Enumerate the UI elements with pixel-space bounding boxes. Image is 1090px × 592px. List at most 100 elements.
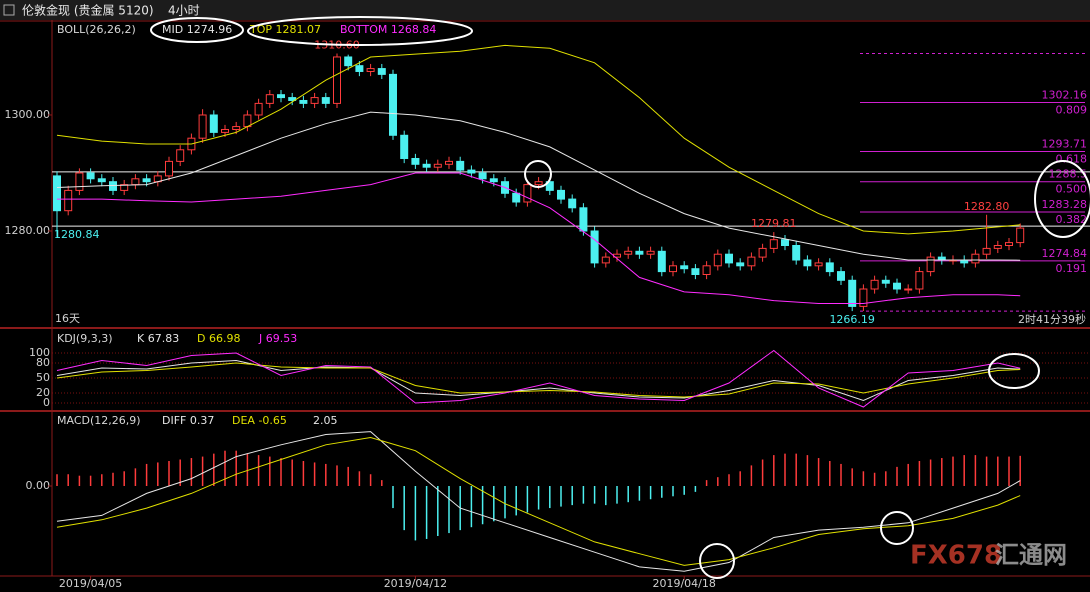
candle-body: [781, 239, 789, 247]
legend-entry: D 66.98: [197, 332, 240, 345]
indicator-line: [56, 44, 1021, 235]
left-note: 16天: [55, 312, 80, 325]
header-icon: [3, 4, 15, 16]
y-tick-label: 0.00: [26, 479, 51, 492]
candle-body: [568, 198, 577, 209]
fib-price: 1293.71: [1042, 137, 1088, 150]
indicator-line: [56, 111, 1021, 261]
period[interactable]: 4小时: [168, 4, 200, 18]
legend-entry: K 67.83: [137, 332, 179, 345]
annotations: [150, 16, 1090, 579]
candle-body: [579, 207, 588, 232]
candle-body: [232, 126, 241, 130]
legend-entry: DIFF 0.37: [162, 414, 214, 427]
y-tick-label: 20: [36, 386, 50, 399]
candle-body: [456, 160, 465, 171]
fib-price: 1288.5: [1049, 168, 1088, 181]
extreme-label: 1282.80: [964, 200, 1010, 213]
candle-body: [545, 181, 554, 191]
fib-price: 1302.16: [1042, 88, 1088, 101]
candle-body: [680, 265, 689, 270]
candle-body: [467, 169, 476, 174]
candle-body: [848, 279, 857, 307]
candle-body: [803, 259, 812, 267]
candle-body: [736, 262, 745, 267]
candle-body: [400, 134, 409, 159]
indicator-line: [57, 172, 1021, 304]
legend-entry: 2.05: [313, 414, 338, 427]
candle-body: [1005, 242, 1013, 247]
x-tick-label: 2019/04/05: [59, 577, 122, 590]
y-tick-label: 50: [36, 371, 50, 384]
fib-ratio: 0.500: [1056, 183, 1088, 196]
candle-body: [893, 282, 901, 290]
candle-body: [254, 102, 263, 116]
candle-body: [825, 262, 834, 273]
frame: [0, 20, 1090, 577]
candle-body: [982, 247, 991, 255]
candle-body: [142, 178, 151, 183]
candle-body: [915, 271, 924, 290]
legend-entry: TOP 1281.07: [249, 23, 321, 36]
highlight-circle: [880, 511, 914, 545]
candle-body: [310, 97, 319, 104]
y-tick-label: 1300.00: [5, 108, 51, 121]
candle-body: [904, 288, 913, 291]
legend-title: MACD(12,26,9): [57, 414, 141, 427]
candle-body: [859, 288, 868, 307]
candle-body: [870, 279, 879, 290]
candle-body: [769, 239, 778, 249]
candle-body: [198, 114, 207, 139]
candle-body: [881, 279, 890, 284]
candle-body: [53, 175, 61, 212]
highlight-circle: [524, 160, 552, 188]
indicator-line: [56, 362, 1021, 398]
candle-body: [86, 172, 95, 180]
y-tick-label: 0: [43, 396, 50, 409]
candle-body: [926, 256, 935, 273]
countdown: 2时41分39秒: [1018, 312, 1086, 326]
candle-body: [837, 271, 845, 281]
fib-ratio: 0.191: [1056, 262, 1088, 275]
candle-body: [333, 56, 341, 104]
candle-body: [702, 265, 711, 276]
candle-body: [601, 256, 610, 264]
x-tick-label: 2019/04/12: [384, 577, 447, 590]
watermark-name: 汇通网: [995, 541, 1067, 569]
candle-body: [411, 157, 420, 165]
highlight-ellipse: [1034, 160, 1090, 238]
indicator-line: [56, 359, 1021, 402]
symbol: 伦敦金现 (贵金属 5120): [22, 3, 154, 18]
candle-body: [590, 230, 599, 264]
candle-body: [445, 160, 453, 165]
candle-body: [758, 247, 767, 258]
candle-body: [635, 250, 644, 255]
candle-body: [1016, 227, 1025, 244]
legend-entry: BOTTOM 1268.84: [340, 23, 436, 36]
fib-ratio: 0.809: [1056, 103, 1088, 116]
candle-body: [355, 65, 364, 72]
candle-body: [993, 245, 1002, 249]
candle-body: [389, 73, 397, 136]
indicator-line: [56, 349, 1021, 408]
candle-body: [176, 149, 185, 162]
horizontal-line-label: 1280.84: [54, 228, 100, 241]
highlight-ellipse: [150, 17, 244, 43]
candle-body: [422, 163, 431, 168]
candle-body: [557, 189, 565, 200]
y-tick-label: 100: [29, 346, 50, 359]
fib-ratio: 0.382: [1056, 213, 1088, 226]
candle-body: [646, 250, 655, 255]
candle-body: [534, 181, 543, 186]
candle-body: [691, 268, 700, 276]
legend-title: KDJ(9,3,3): [57, 332, 113, 345]
fib-price: 1283.28: [1042, 198, 1088, 211]
candle-body: [657, 250, 666, 273]
candle-body: [377, 68, 386, 75]
candle-body: [131, 178, 140, 186]
candle-body: [288, 97, 297, 101]
candle-body: [97, 178, 106, 183]
candle-body: [713, 253, 722, 267]
